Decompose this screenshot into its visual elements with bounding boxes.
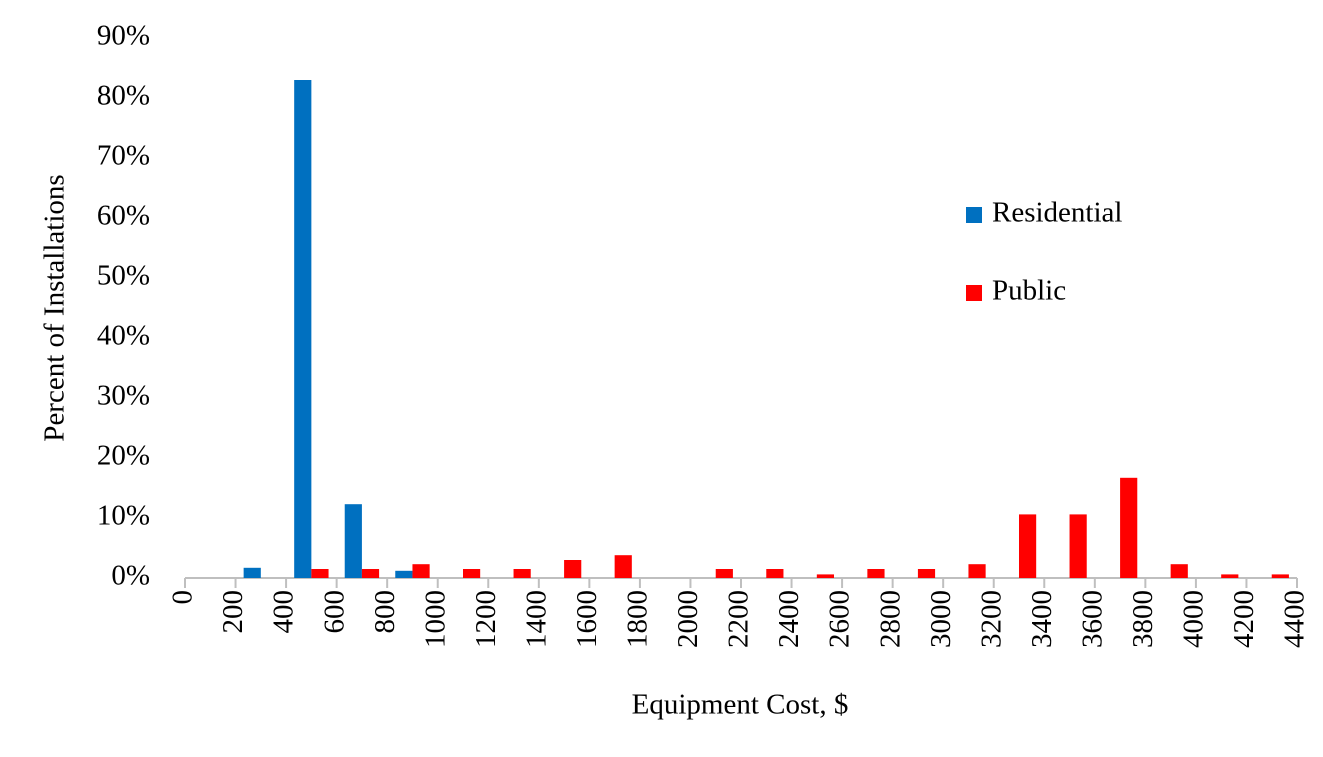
bar — [294, 80, 312, 578]
bar — [715, 569, 733, 578]
bar — [412, 564, 430, 578]
bar — [243, 567, 261, 578]
x-tick-label: 3000 — [925, 590, 957, 648]
legend-label: Public — [992, 275, 1066, 307]
bar — [968, 564, 986, 578]
x-tick-label: 1400 — [520, 590, 552, 648]
x-tick-label: 2200 — [723, 590, 755, 648]
y-tick-label: 30% — [97, 380, 150, 412]
legend-swatch — [966, 285, 982, 301]
bar — [1120, 477, 1138, 578]
bar — [1069, 514, 1087, 578]
x-tick-label: 3800 — [1127, 590, 1159, 648]
x-axis-title: Equipment Cost, $ — [632, 689, 849, 721]
x-tick-label: 2400 — [773, 590, 805, 648]
bar — [463, 569, 481, 578]
bar — [917, 569, 936, 578]
bar — [1019, 514, 1037, 578]
bar — [1221, 574, 1239, 578]
legend-label: Residential — [992, 197, 1122, 229]
x-tick-label: 2000 — [672, 590, 704, 648]
y-tick-label: 10% — [97, 500, 150, 532]
x-tick-label: 4200 — [1228, 590, 1260, 648]
x-tick-label: 200 — [217, 590, 249, 634]
x-tick-label: 400 — [268, 590, 300, 634]
y-tick-label: 80% — [97, 80, 150, 112]
x-tick-label: 4000 — [1178, 590, 1210, 648]
y-axis-title: Percent of Installations — [39, 174, 71, 441]
y-tick-label: 50% — [97, 260, 150, 292]
legend-swatch — [966, 207, 982, 223]
bar — [1170, 564, 1188, 578]
x-tick-label: 600 — [318, 590, 350, 634]
x-tick-label: 1200 — [470, 590, 502, 648]
x-tick-label: 2600 — [824, 590, 856, 648]
x-tick-label: 3200 — [975, 590, 1007, 648]
x-tick-label: 800 — [369, 590, 401, 634]
bar — [564, 560, 582, 578]
bar — [766, 569, 784, 578]
x-tick-label: 1000 — [419, 590, 451, 648]
bar — [361, 569, 380, 578]
x-tick-label: 3400 — [1026, 590, 1058, 648]
y-tick-label: 90% — [97, 20, 150, 52]
bar — [867, 569, 885, 578]
x-tick-label: 2800 — [874, 590, 906, 648]
bar — [311, 569, 329, 578]
y-tick-label: 0% — [111, 560, 150, 592]
x-tick-label: 1800 — [622, 590, 654, 648]
y-tick-label: 20% — [97, 440, 150, 472]
x-tick-label: 1600 — [571, 590, 603, 648]
y-tick-label: 40% — [97, 320, 150, 352]
bar — [395, 570, 413, 578]
bar — [344, 504, 362, 578]
bar — [513, 569, 531, 578]
x-tick-label: 3600 — [1076, 590, 1108, 648]
x-tick-label: 4400 — [1279, 590, 1311, 648]
bar — [816, 574, 835, 578]
bar — [614, 555, 632, 578]
y-tick-label: 60% — [97, 200, 150, 232]
y-tick-label: 70% — [97, 140, 150, 172]
x-tick-label: 0 — [167, 590, 199, 605]
bar — [1271, 574, 1289, 578]
